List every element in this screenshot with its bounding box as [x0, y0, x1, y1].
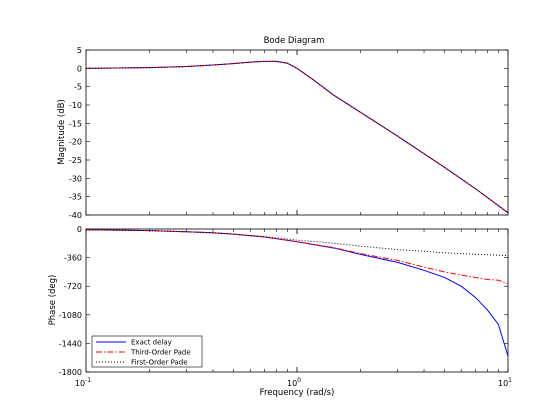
magnitude-ticks: 5 0 -5 -10 -15 -20 -25 -30 -35 -40: [69, 46, 509, 220]
magnitude-ytick-label: -25: [69, 156, 82, 165]
magnitude-line-first-order-pade: [85, 60, 509, 214]
frequency-tick-label: 100: [287, 377, 301, 388]
frequency-xlabel: Frequency (rad/s): [260, 388, 335, 398]
magnitude-line-third-order-pade: [85, 60, 509, 214]
phase-ytick-label: -1800: [59, 368, 82, 377]
magnitude-ytick-label: -30: [69, 174, 82, 183]
magnitude-ytick-label: 5: [77, 46, 82, 55]
legend: Exact delay Third-Order Pade First-Order…: [91, 335, 203, 368]
phase-ytick-label: -1440: [59, 339, 82, 348]
magnitude-ylabel: Magnitude (dB): [57, 99, 67, 165]
phase-line-third-order-pade: [85, 229, 509, 285]
magnitude-ytick-label: -40: [69, 211, 82, 220]
chart-title: Bode Diagram: [264, 36, 325, 46]
frequency-ticks: 10-1 100 101: [75, 377, 512, 388]
legend-label-exact-delay: Exact delay: [131, 339, 172, 347]
phase-ytick-label: -720: [64, 282, 82, 291]
legend-label-third-order-pade: Third-Order Pade: [130, 349, 191, 357]
phase-series: [85, 229, 509, 357]
phase-ylabel: Phase (deg): [48, 275, 58, 326]
magnitude-axes: [85, 49, 509, 216]
legend-label-first-order-pade: First-Order Pade: [131, 359, 188, 367]
phase-ticks: 0 -360 -720 -1080 -1440 -1800: [59, 225, 509, 377]
magnitude-ytick-label: -20: [69, 138, 82, 147]
magnitude-ytick-label: -5: [74, 83, 82, 92]
magnitude-ytick-label: 0: [77, 64, 82, 73]
frequency-tick-label: 101: [498, 377, 512, 388]
phase-ytick-label: -1080: [59, 311, 82, 320]
magnitude-ytick-label: -35: [69, 193, 82, 202]
magnitude-series: [85, 60, 509, 214]
magnitude-ytick-label: -10: [69, 101, 82, 110]
phase-ytick-label: 0: [77, 225, 82, 234]
phase-line-first-order-pade: [85, 229, 509, 257]
phase-ytick-label: -360: [64, 254, 82, 263]
magnitude-ytick-label: -15: [69, 119, 82, 128]
frequency-tick-label: 10-1: [75, 377, 91, 388]
